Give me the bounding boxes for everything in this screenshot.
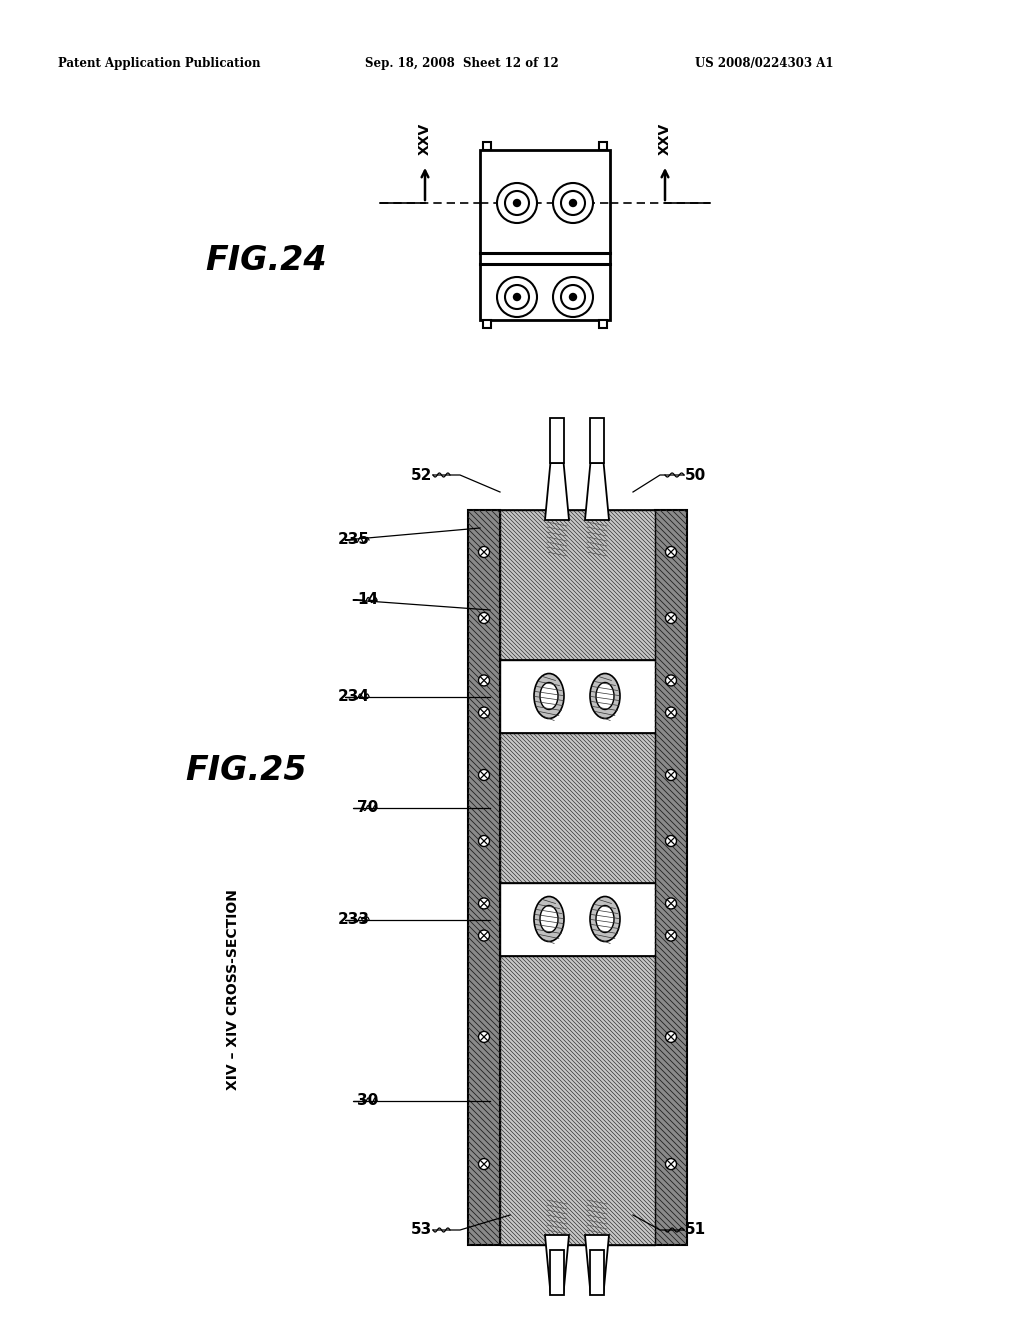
Circle shape [569, 293, 577, 301]
Bar [483, 143, 490, 150]
Bar [500, 660, 655, 733]
Polygon shape [545, 463, 569, 520]
Circle shape [505, 191, 529, 215]
Circle shape [666, 1031, 677, 1043]
Text: 53: 53 [411, 1222, 432, 1238]
Circle shape [561, 191, 585, 215]
Circle shape [666, 612, 677, 623]
Text: Sep. 18, 2008  Sheet 12 of 12: Sep. 18, 2008 Sheet 12 of 12 [365, 58, 559, 70]
Circle shape [505, 285, 529, 309]
Text: 50: 50 [685, 467, 707, 483]
Circle shape [553, 277, 593, 317]
Text: 30: 30 [356, 1093, 378, 1107]
Ellipse shape [596, 682, 614, 710]
Ellipse shape [596, 906, 614, 932]
Bar [480, 150, 610, 319]
Circle shape [478, 675, 489, 686]
Bar [550, 418, 564, 463]
Circle shape [478, 1159, 489, 1170]
Circle shape [666, 675, 677, 686]
Ellipse shape [590, 896, 620, 941]
Ellipse shape [534, 673, 564, 718]
Polygon shape [585, 463, 609, 520]
Circle shape [478, 708, 489, 718]
Circle shape [569, 199, 577, 206]
Text: FIG.25: FIG.25 [185, 754, 306, 787]
Polygon shape [545, 1236, 569, 1292]
Text: Patent Application Publication: Patent Application Publication [58, 58, 260, 70]
Bar [468, 510, 500, 1245]
Bar [500, 510, 655, 660]
Circle shape [513, 199, 520, 206]
Bar [590, 418, 604, 463]
Circle shape [478, 1031, 489, 1043]
Circle shape [497, 183, 537, 223]
Circle shape [666, 546, 677, 557]
Bar [599, 319, 607, 327]
Text: 52: 52 [411, 467, 432, 483]
Bar [655, 510, 687, 1245]
Text: 235: 235 [338, 532, 370, 548]
Text: 51: 51 [685, 1222, 707, 1238]
Bar [483, 319, 490, 327]
Bar [599, 143, 607, 150]
Text: FIG.24: FIG.24 [205, 243, 327, 276]
Circle shape [478, 931, 489, 941]
Bar [500, 883, 655, 956]
Text: 234: 234 [338, 689, 370, 704]
Text: 233: 233 [338, 912, 370, 927]
Text: 14: 14 [357, 593, 378, 607]
Text: XXV: XXV [418, 123, 432, 154]
Ellipse shape [590, 673, 620, 718]
Ellipse shape [540, 906, 558, 932]
Bar [590, 1250, 604, 1295]
Circle shape [561, 285, 585, 309]
Circle shape [666, 931, 677, 941]
Bar [500, 956, 655, 1245]
Text: US 2008/0224303 A1: US 2008/0224303 A1 [695, 58, 834, 70]
Bar [550, 1250, 564, 1295]
Circle shape [497, 277, 537, 317]
Text: 70: 70 [356, 800, 378, 816]
Circle shape [553, 183, 593, 223]
Circle shape [666, 1159, 677, 1170]
Circle shape [478, 546, 489, 557]
Circle shape [666, 898, 677, 909]
Circle shape [666, 708, 677, 718]
Circle shape [666, 770, 677, 780]
Circle shape [666, 836, 677, 846]
Circle shape [478, 770, 489, 780]
Circle shape [478, 836, 489, 846]
Ellipse shape [534, 896, 564, 941]
Bar [500, 733, 655, 883]
Text: XIV – XIV CROSS-SECTION: XIV – XIV CROSS-SECTION [226, 890, 240, 1090]
Polygon shape [585, 1236, 609, 1292]
Text: XXV: XXV [658, 123, 672, 154]
Circle shape [478, 612, 489, 623]
Ellipse shape [540, 682, 558, 710]
Circle shape [478, 898, 489, 909]
Circle shape [513, 293, 520, 301]
